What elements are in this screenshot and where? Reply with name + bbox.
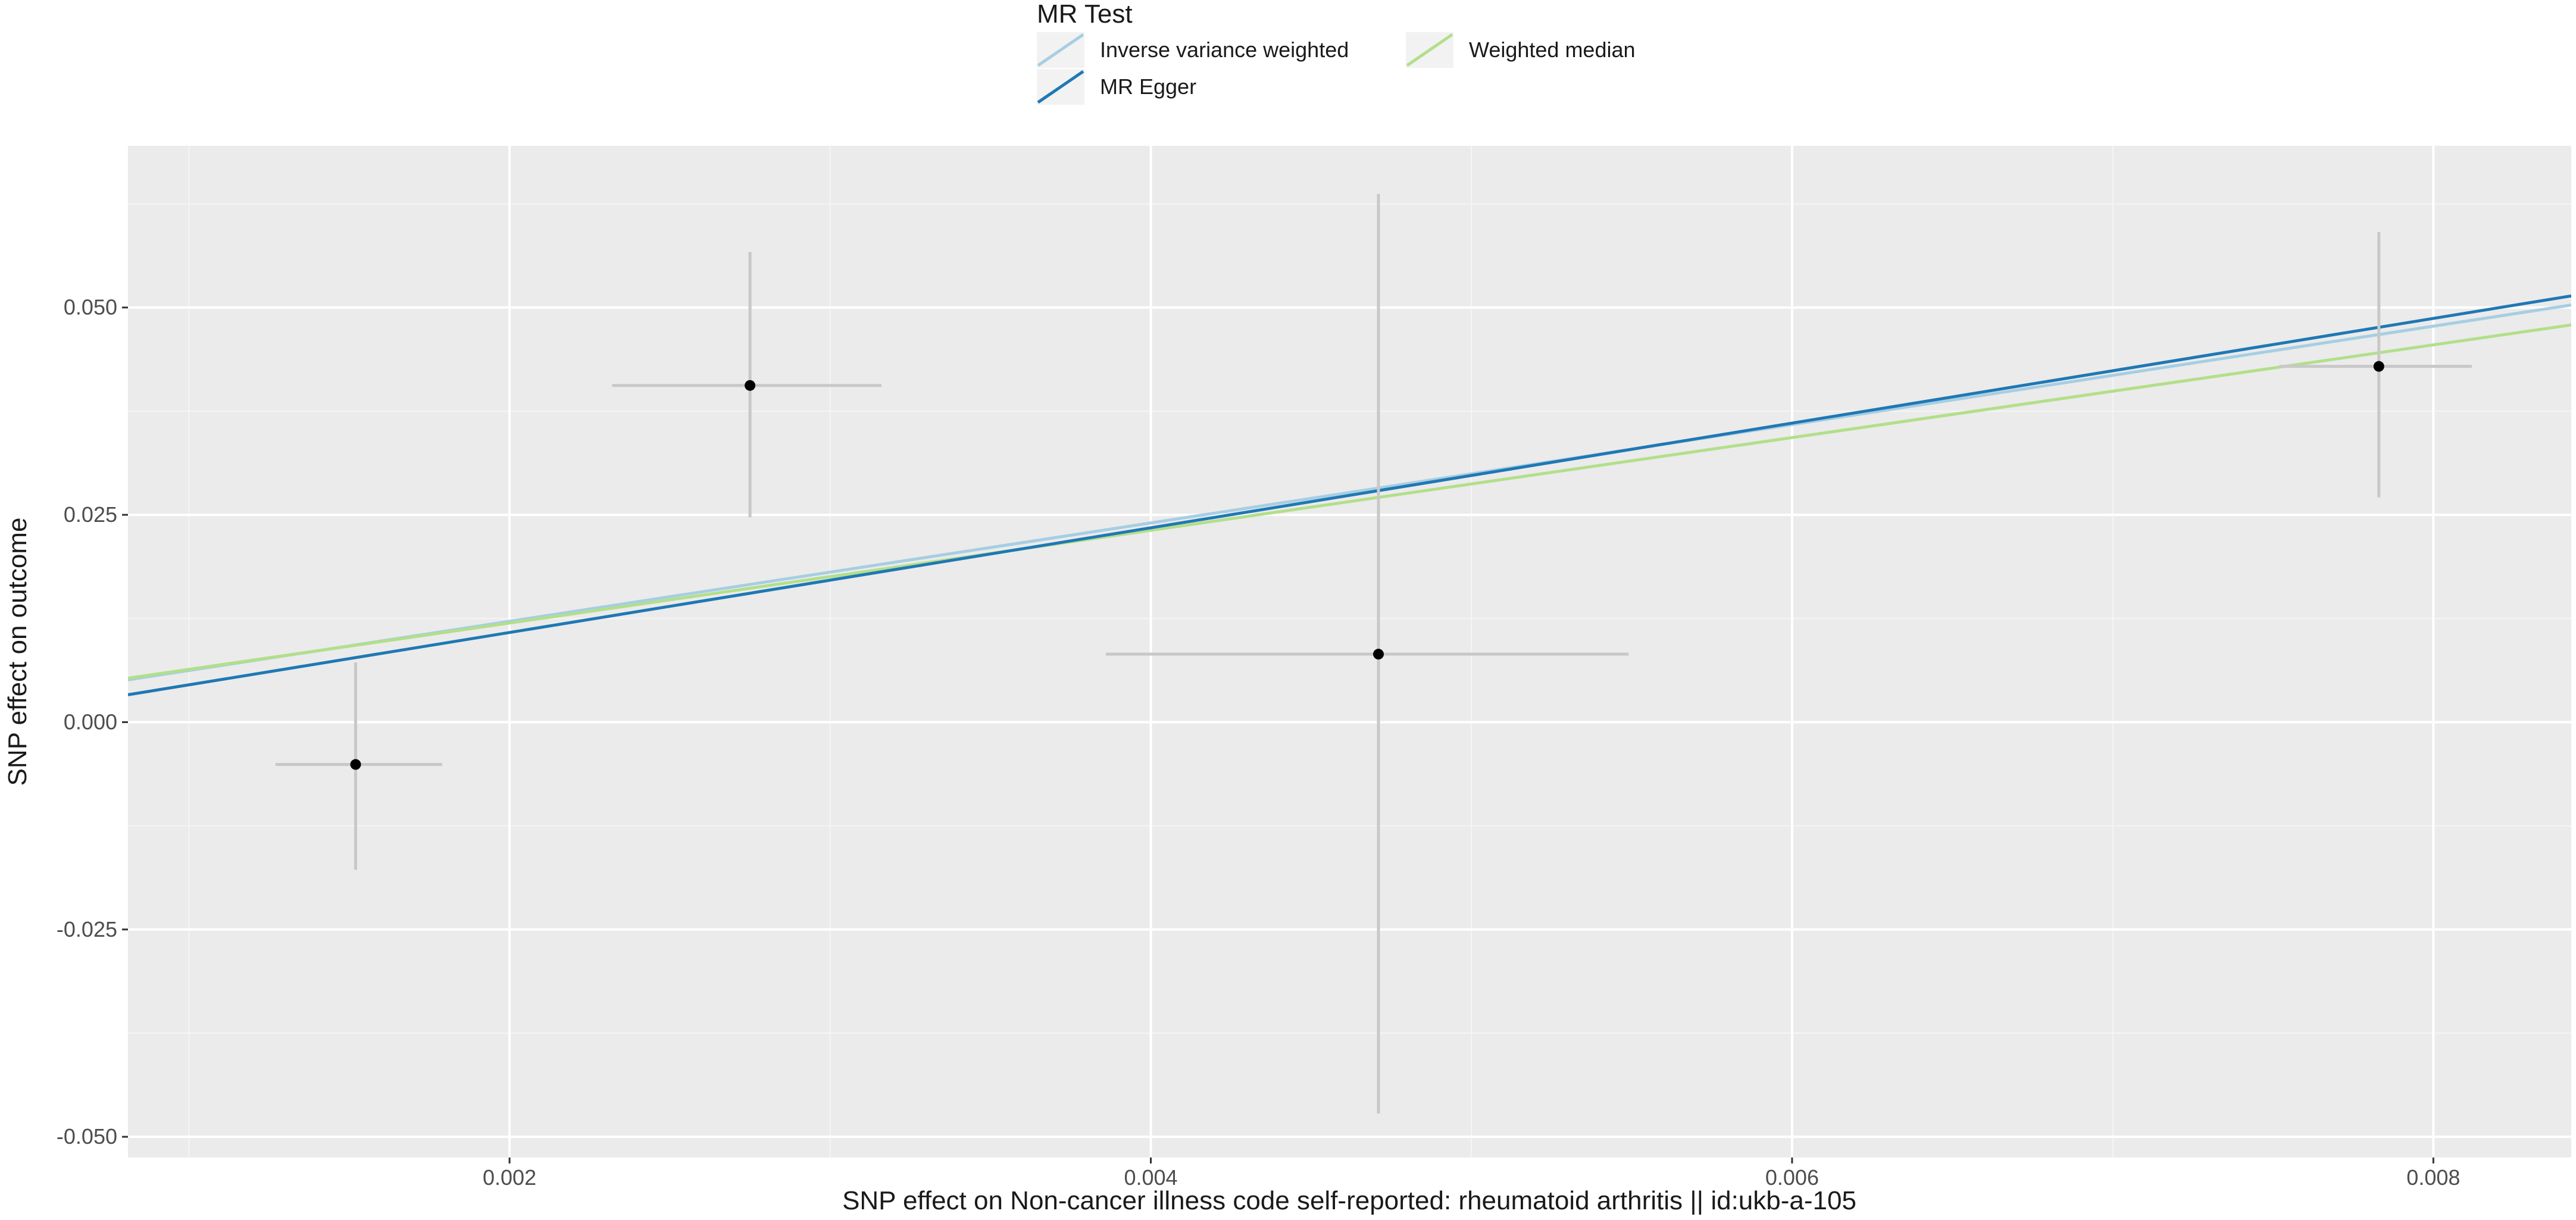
y-axis-title: SNP effect on outcome	[3, 518, 32, 786]
legend-title: MR Test	[1037, 0, 1133, 29]
y-tick-label: 0.050	[64, 295, 117, 320]
panel-background	[128, 146, 2571, 1158]
x-axis-title: SNP effect on Non-cancer illness code se…	[842, 1186, 1856, 1215]
legend-key-line	[1037, 33, 1084, 67]
x-tick-label: 0.008	[2406, 1165, 2460, 1190]
legend-label: MR Egger	[1100, 74, 1196, 99]
major-gridlines	[128, 146, 2571, 1158]
regression-lines	[128, 294, 2571, 696]
y-tick-label: 0.000	[64, 709, 117, 734]
x-tick-label: 0.006	[1765, 1165, 1819, 1190]
legend-label: Weighted median	[1469, 37, 1636, 62]
axis-ticks: 0.002 0.004 0.006 0.008 -0.050 -0.025 0.000 0.0…	[57, 295, 2460, 1190]
x-tick-label: 0.004	[1124, 1165, 1177, 1190]
legend-label: Inverse variance weighted	[1100, 37, 1349, 62]
regression-line-weighted-median	[128, 323, 2571, 680]
snp-point	[1373, 649, 1384, 660]
x-tick-label: 0.002	[483, 1165, 536, 1190]
y-tick-label: -0.025	[57, 917, 117, 941]
legend: MR Test Inverse variance weighted MR Egger…	[1037, 0, 1636, 105]
y-tick-label: 0.025	[64, 502, 117, 527]
data-points	[350, 361, 2384, 770]
regression-line-mr-egger	[128, 294, 2571, 696]
legend-key-line	[1037, 70, 1084, 104]
regression-line-inverse-variance-weighted	[128, 304, 2571, 681]
snp-point	[745, 380, 756, 391]
snp-point	[2373, 361, 2384, 372]
legend-key-line	[1406, 33, 1453, 67]
y-tick-label: -0.050	[57, 1124, 117, 1149]
snp-point	[350, 759, 361, 770]
